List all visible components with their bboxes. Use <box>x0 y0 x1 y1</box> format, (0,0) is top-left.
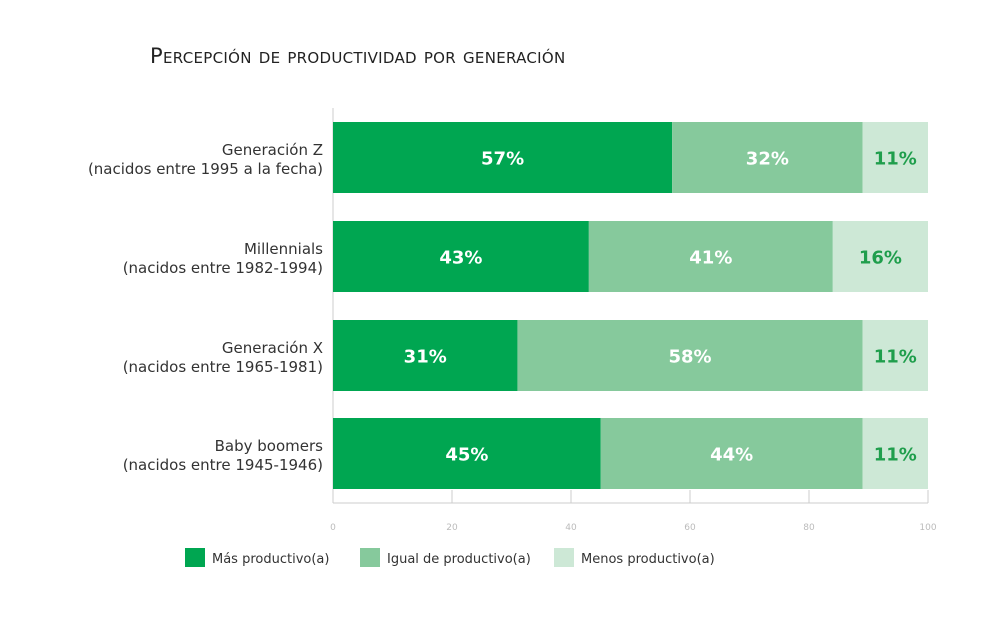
legend-swatch <box>360 548 380 567</box>
data-label: 41% <box>689 248 732 269</box>
x-tick-label: 80 <box>803 523 815 533</box>
data-label: 31% <box>404 347 447 368</box>
data-label: 43% <box>439 248 482 269</box>
data-label: 58% <box>668 347 711 368</box>
category-sublabel: (nacidos entre 1945-1946) <box>123 456 323 474</box>
bar-segment <box>588 221 833 292</box>
legend-label: Igual de productivo(a) <box>387 552 531 567</box>
bar-segment <box>862 418 928 489</box>
data-label: 16% <box>859 248 902 269</box>
category-label: Generación Z <box>222 141 323 159</box>
data-label: 44% <box>710 445 753 466</box>
x-tick-label: 0 <box>330 523 336 533</box>
legend-label: Menos productivo(a) <box>581 552 715 567</box>
bar-segment <box>600 418 863 489</box>
category-label: Millennials <box>244 240 323 258</box>
data-label: 11% <box>874 149 917 170</box>
data-label: 45% <box>445 445 488 466</box>
bar-segment <box>333 320 518 391</box>
bar-segment <box>517 320 863 391</box>
data-label: 11% <box>874 445 917 466</box>
legend-swatch <box>185 548 205 567</box>
bar-segment <box>333 221 589 292</box>
data-label: 32% <box>746 149 789 170</box>
x-tick-label: 100 <box>919 523 936 533</box>
data-label: 11% <box>874 347 917 368</box>
x-tick-label: 20 <box>446 523 458 533</box>
bar-segment <box>333 418 601 489</box>
bar-segment <box>832 221 928 292</box>
category-sublabel: (nacidos entre 1982-1994) <box>123 259 323 277</box>
x-tick-label: 40 <box>565 523 577 533</box>
category-sublabel: (nacidos entre 1965-1981) <box>123 358 323 376</box>
chart-title: Percepción de productividad por generaci… <box>150 44 566 68</box>
bar-segment <box>862 320 928 391</box>
data-label: 57% <box>481 149 524 170</box>
category-label: Baby boomers <box>215 437 324 455</box>
bar-segment <box>862 122 928 193</box>
x-tick-label: 60 <box>684 523 696 533</box>
legend-swatch <box>554 548 574 567</box>
legend-label: Más productivo(a) <box>212 552 329 567</box>
category-sublabel: (nacidos entre 1995 a la fecha) <box>88 160 323 178</box>
bar-segment <box>333 122 673 193</box>
category-label: Generación X <box>222 339 323 357</box>
bar-segment <box>672 122 863 193</box>
